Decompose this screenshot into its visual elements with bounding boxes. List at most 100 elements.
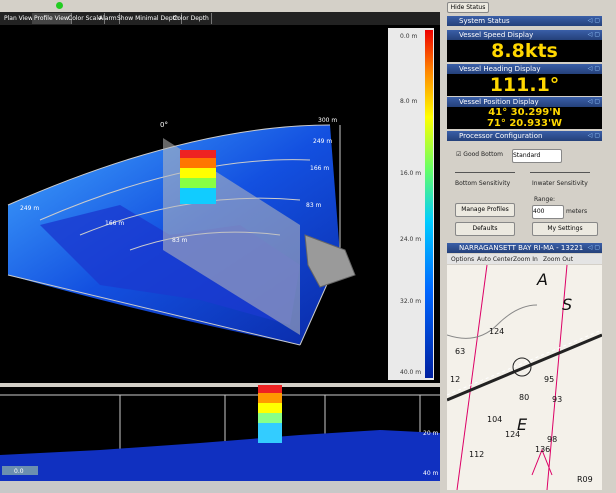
range-unit: meters [566, 208, 588, 215]
slider-label: Inwater Sensitivity [532, 180, 588, 187]
line-shape [447, 329, 602, 396]
line-shape [546, 265, 568, 490]
status-light [56, 2, 63, 9]
chart-tab[interactable]: Options [451, 256, 475, 263]
rect-shape [258, 413, 282, 423]
slider-label: Bottom Sensitivity [455, 180, 511, 187]
path-shape [447, 304, 538, 339]
sounding: 98 [547, 435, 558, 444]
rect-shape [180, 168, 216, 178]
sounding: 124 [505, 430, 521, 439]
sounding: 104 [487, 415, 503, 424]
tab[interactable]: Color Depth [171, 13, 212, 24]
color-scale-label: 40.0 m [400, 369, 422, 376]
hide-status-button[interactable]: Hide Status [447, 2, 489, 13]
range-label: 249 m [20, 205, 39, 212]
chart-lines [447, 265, 602, 490]
sounding: 93 [552, 395, 563, 404]
range-label: 83 m [306, 202, 322, 209]
mode-dropdown[interactable]: Standard [512, 149, 562, 163]
tab-bar: Plan View Profile View Color Scale Alarm… [0, 12, 440, 25]
color-scale-label: 16.0 m [400, 170, 422, 177]
angle-label: 0° [160, 121, 168, 129]
manage-profiles-button[interactable]: Manage Profiles [455, 203, 515, 217]
range-label: 166 m [105, 220, 124, 227]
tab[interactable]: Color Scale [66, 13, 105, 24]
depth-label: 40 m [423, 470, 439, 477]
toolbar [0, 0, 440, 12]
frame-line [7, 274, 301, 346]
good-bottom-label: Good Bottom [463, 151, 504, 158]
section-header: Vessel Speed Display [447, 30, 602, 40]
chart-letter: S [562, 295, 573, 314]
range-label: 166 m [310, 165, 329, 172]
slider[interactable] [455, 172, 515, 173]
chart-tab[interactable]: Zoom In [513, 256, 538, 263]
rect-shape [180, 188, 216, 204]
sounding: 136 [535, 445, 551, 454]
rect-shape [180, 158, 216, 168]
color-scale-label: 0.0 m [400, 33, 418, 40]
sounding: 63 [455, 347, 466, 356]
speed-display: 8.8kts [447, 40, 602, 62]
path-shape [531, 448, 553, 476]
sonar-view: 0° 300 m 249 m 166 m 83 m 249 m 166 m 83… [0, 25, 440, 481]
circle-shape [512, 357, 532, 377]
sounding: 124 [489, 327, 505, 336]
rect-shape [258, 393, 282, 403]
section-header: Vessel Heading Display [447, 64, 602, 74]
section-header: Processor Configuration [447, 131, 602, 141]
color-scale-label: 8.0 m [400, 98, 418, 105]
tab[interactable]: Plan View [2, 13, 36, 24]
range-arc [7, 124, 331, 206]
section-header: System Status [447, 16, 602, 26]
rect-shape [258, 403, 282, 413]
status-bar [0, 481, 440, 493]
range-label: 300 m [318, 117, 337, 124]
chart-letter: A [537, 270, 548, 289]
sounding: 112 [469, 450, 485, 459]
nautical-chart: 124 63 12 104 93 95 80 124 98 112 136 R0… [447, 265, 602, 490]
rect-shape [258, 385, 282, 393]
range-label: Range: [534, 196, 556, 203]
chart-tabs: Options Auto Center Zoom In Zoom Out [447, 254, 602, 264]
depth-label: 20 m [423, 430, 439, 437]
tab[interactable]: Show Minimal Depth [115, 13, 182, 24]
chart-letter: E [517, 415, 528, 434]
color-scale-label: 24.0 m [400, 236, 422, 243]
rect-shape [180, 178, 216, 188]
sounding: 95 [544, 375, 555, 384]
sounding: R09 [577, 475, 593, 484]
chart-tab[interactable]: Auto Center [477, 256, 514, 263]
chart-tab[interactable]: Zoom Out [543, 256, 574, 263]
tab[interactable]: Alarm [97, 13, 120, 24]
my-settings-button[interactable]: My Settings [532, 222, 598, 236]
profile-label: 0.0 [14, 468, 24, 475]
slider[interactable] [530, 172, 590, 173]
range-label: 83 m [172, 237, 188, 244]
sounding: 12 [450, 375, 461, 384]
rect-shape [258, 423, 282, 443]
color-scale-bar [425, 30, 433, 378]
section-header: Vessel Position Display [447, 97, 602, 107]
checkbox-label[interactable]: ☑ Good Bottom [456, 151, 504, 158]
latitude-display: 41° 30.299'N [447, 107, 602, 118]
section-header: NARRAGANSETT BAY RI-MA - 13221 [447, 243, 602, 253]
defaults-button[interactable]: Defaults [455, 222, 515, 236]
longitude-display: 71° 20.933'W [447, 118, 602, 129]
heading-display: 111.1° [447, 74, 602, 96]
line-shape [447, 333, 602, 402]
vessel-3d [304, 234, 356, 288]
color-scale-label: 32.0 m [400, 298, 422, 305]
fish-target-3d [180, 150, 216, 204]
sounding: 80 [519, 393, 530, 402]
fish-target-profile [258, 385, 282, 443]
line-shape [456, 265, 488, 490]
range-dropdown[interactable]: 400 [532, 205, 564, 219]
rect-shape [180, 150, 216, 158]
tab[interactable]: Profile View [32, 13, 72, 24]
profile-scale-box [2, 466, 38, 475]
range-label: 249 m [313, 138, 332, 145]
profile-bottom [0, 430, 440, 481]
